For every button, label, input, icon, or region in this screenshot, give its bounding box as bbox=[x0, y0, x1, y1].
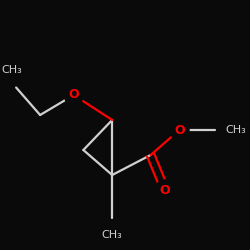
Circle shape bbox=[170, 120, 189, 140]
Circle shape bbox=[156, 180, 175, 200]
Text: CH₃: CH₃ bbox=[225, 125, 246, 135]
Text: CH₃: CH₃ bbox=[102, 230, 122, 240]
Text: CH₃: CH₃ bbox=[1, 65, 22, 75]
Text: O: O bbox=[174, 124, 185, 136]
Circle shape bbox=[64, 85, 83, 105]
Text: O: O bbox=[68, 88, 79, 102]
Text: O: O bbox=[160, 184, 170, 196]
